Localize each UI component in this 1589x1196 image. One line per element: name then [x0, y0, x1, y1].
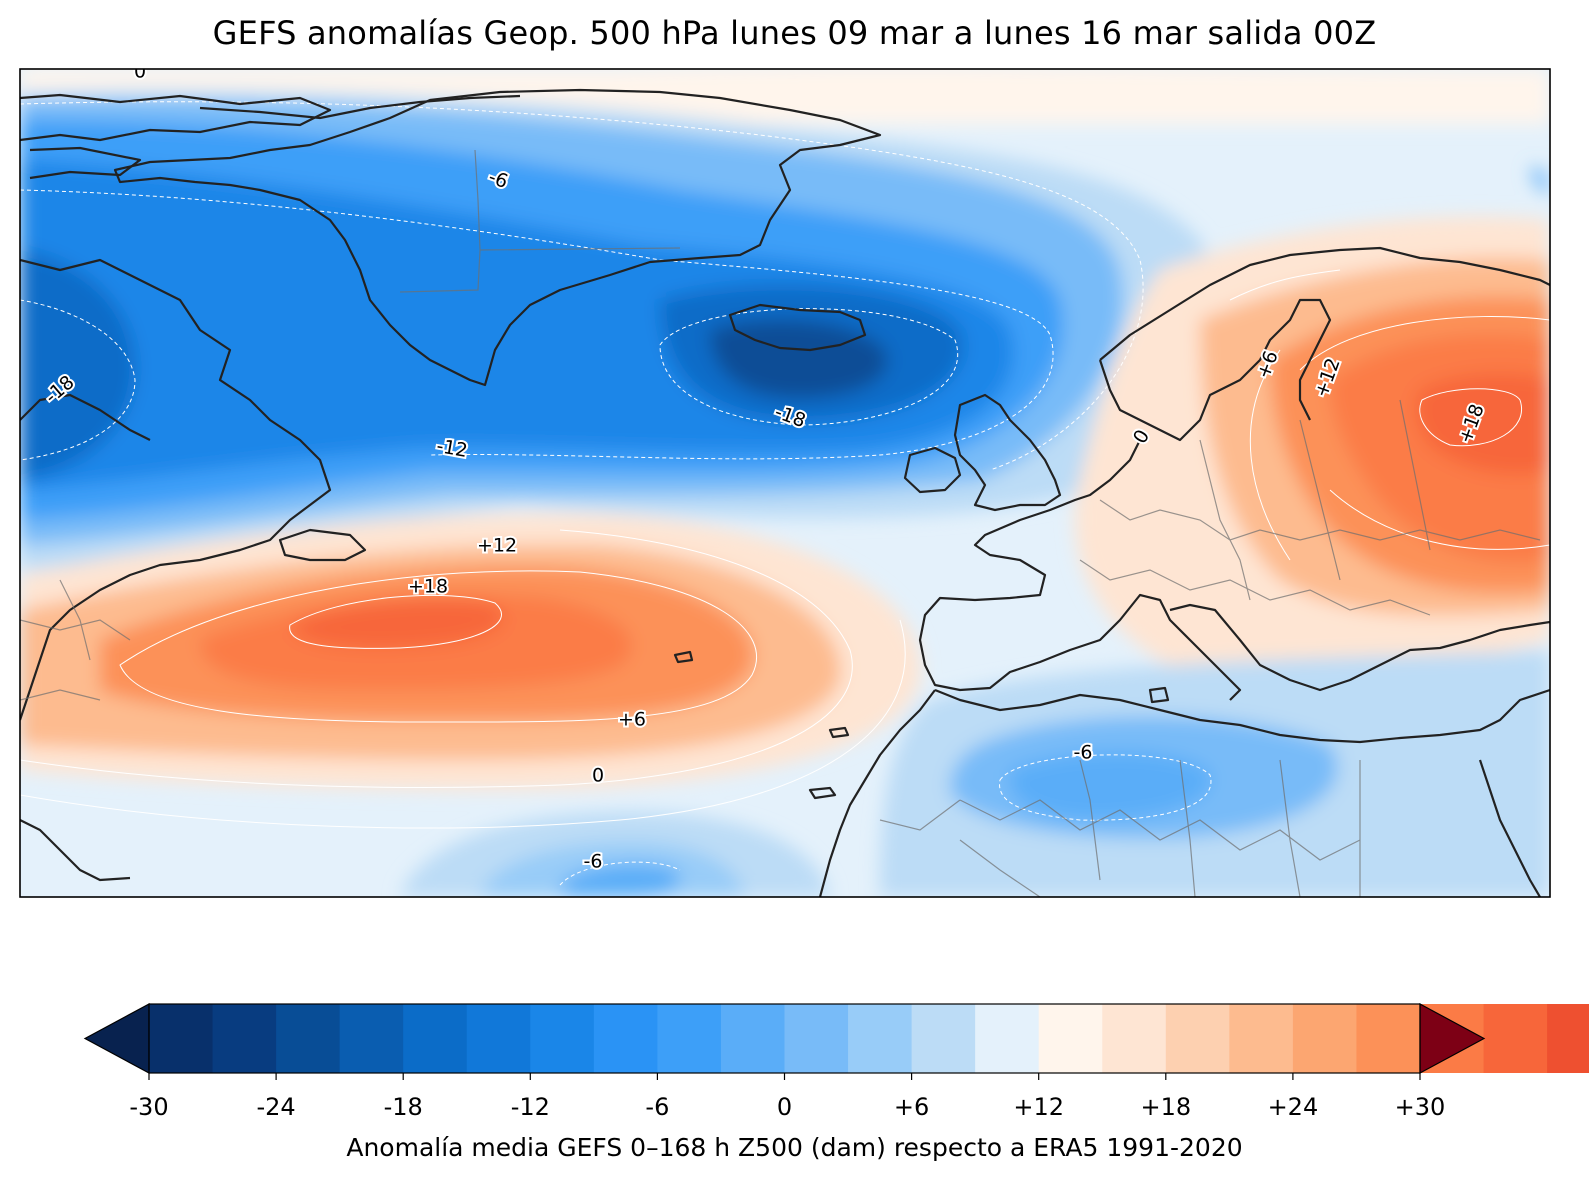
colorbar-segment	[1356, 1004, 1421, 1073]
colorbar-tick-label: -18	[384, 1093, 423, 1121]
contour-label: +6	[618, 709, 646, 731]
map-area: 0-6-18-12-18+12+18+60-6-6+6 +12+180	[20, 61, 1550, 897]
colorbar-segment	[848, 1004, 913, 1073]
coast-western-europe	[918, 439, 1242, 701]
border-europe-2	[1079, 559, 1431, 616]
contour-plus12-europe	[1299, 316, 1550, 550]
contour-plus18-europe	[1419, 388, 1523, 447]
coast-great-britain	[953, 393, 1062, 512]
border-greenland-grid	[399, 149, 681, 293]
colorbar-segment	[720, 1004, 786, 1073]
atlantic-high-core	[290, 597, 504, 648]
colorbar-segment	[403, 1004, 468, 1073]
colorbar-segment	[1292, 1004, 1358, 1073]
colorbar-segment	[657, 1004, 722, 1073]
canada-low-core	[20, 250, 136, 480]
colorbar-segment	[276, 1004, 341, 1073]
border-africa-1	[959, 799, 1361, 861]
europe-high-core	[1415, 373, 1550, 474]
colorbar-tick-label: 0	[777, 1093, 792, 1121]
colorbar-segment	[1102, 1004, 1167, 1073]
contour-minus6-mediterranean	[999, 754, 1212, 821]
map-title: GEFS anomalías Geop. 500 hPa lunes 09 ma…	[212, 14, 1377, 52]
coast-caribbean	[20, 819, 131, 882]
contour-minus6	[20, 101, 1144, 471]
colorbar-tick-label: -30	[129, 1093, 168, 1121]
colorbar-segment	[1165, 1004, 1230, 1073]
colorbar-segment	[1229, 1004, 1294, 1073]
coast-north-america	[20, 258, 332, 721]
colorbar-segment	[339, 1004, 404, 1073]
colorbar-tick-label: +24	[1268, 1093, 1319, 1121]
contour-label: -6	[584, 851, 603, 873]
colorbar-segment	[593, 1004, 658, 1073]
country-borders	[20, 149, 1541, 897]
colorbar-segment	[530, 1004, 595, 1073]
east-edge-low	[1530, 167, 1550, 195]
contour-lines	[20, 101, 1550, 886]
contour-label: -6	[1074, 742, 1093, 764]
colorbar-extend-low	[83, 1002, 150, 1075]
colorbar-segment	[466, 1004, 531, 1073]
coast-hudson-bay	[20, 393, 151, 441]
coast-newfoundland	[278, 528, 367, 562]
colorbar-segment	[1038, 1004, 1103, 1073]
contour-minus6-south	[559, 861, 681, 886]
colorbar-segment	[911, 1004, 976, 1073]
contour-minus18-atlantic	[659, 308, 958, 426]
south-atlantic-low-core	[560, 864, 680, 897]
coast-islands	[673, 650, 1170, 800]
contour-zero	[20, 619, 906, 829]
contour-label: 0	[592, 765, 604, 787]
coast-ellesmere	[199, 94, 521, 120]
anomaly-arctic-positive	[620, 69, 1550, 118]
border-africa-2	[1079, 759, 1361, 897]
colorbar-tick-label: -12	[511, 1093, 550, 1121]
coastlines	[20, 88, 1550, 897]
contour-minus18-canada	[20, 299, 136, 461]
colorbar-tick-label: +12	[1013, 1093, 1064, 1121]
colorbar-segment	[975, 1004, 1040, 1073]
coast-iceland	[728, 303, 867, 352]
contour-plus6-europe	[1229, 269, 1341, 561]
colorbar-tick-label: +6	[894, 1093, 929, 1121]
colorbar-tick-label: -6	[645, 1093, 669, 1121]
coast-north-africa	[934, 688, 1550, 744]
colorbar-segment	[1483, 1004, 1548, 1073]
contour-plus12	[119, 570, 758, 723]
border-north-america	[20, 579, 131, 701]
map-frame	[19, 68, 1551, 898]
colorbar-label: Anomalía media GEFS 0–168 h Z500 (dam) r…	[346, 1133, 1243, 1162]
colorbar: -30 -24 -18 -12 -6 0 +6 +12 +18 +24 +30	[83, 1002, 1589, 1121]
colorbar-segment	[149, 1004, 214, 1073]
colorbar-segment	[212, 1004, 277, 1073]
coast-balkans	[1169, 603, 1550, 692]
contour-label: +18	[408, 576, 448, 598]
colorbar-tick-label: -24	[256, 1093, 295, 1121]
coast-ireland	[903, 446, 962, 494]
coast-norway-north	[1099, 246, 1550, 361]
contour-label: 0	[134, 61, 146, 83]
coast-scandinavia	[1098, 298, 1332, 442]
colorbar-tick-label: +18	[1140, 1093, 1191, 1121]
mediterranean-low-core	[1009, 751, 1212, 820]
colorbar-segment	[784, 1004, 849, 1073]
contour-plus18-atlantic	[289, 594, 502, 649]
anomaly-fields	[20, 69, 1550, 897]
contour-label: +12	[477, 535, 517, 557]
colorbar-tick-label: +30	[1395, 1093, 1446, 1121]
coast-greenland	[113, 88, 882, 387]
border-europe-1	[1099, 499, 1541, 541]
coast-red-sea	[1478, 759, 1541, 897]
contour-minus12	[20, 189, 1054, 460]
border-europe-3	[1199, 399, 1431, 601]
contour-plus6	[20, 529, 853, 788]
border-africa-3	[879, 799, 1041, 897]
colorbar-segment	[1547, 1004, 1589, 1073]
coast-west-africa	[818, 689, 936, 897]
